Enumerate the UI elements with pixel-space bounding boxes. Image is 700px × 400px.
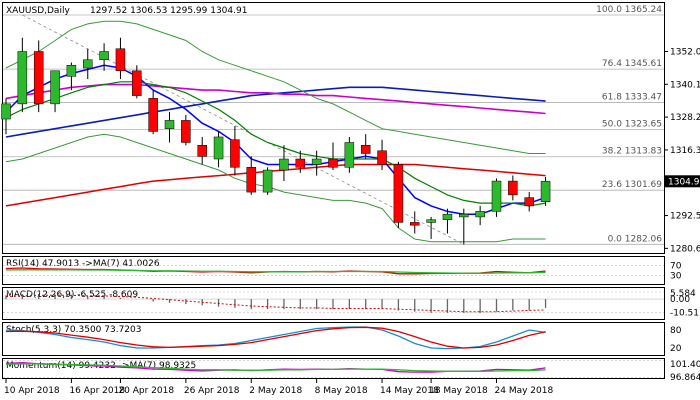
candle-body (295, 158, 306, 168)
fib-level-label: 38.2 1313.83 (602, 147, 662, 157)
x-tick-label: 14 May 2018 (380, 386, 439, 396)
indicator-title: MACD(12,26,9) -6.525 -8.609 (6, 290, 138, 300)
indicator-series-line (5, 326, 546, 349)
symbol-title: XAUUSD,Daily (6, 6, 70, 16)
candle-body (475, 211, 485, 218)
candle-body (344, 142, 355, 168)
ohlc-readout: 1297.52 1306.53 1295.99 1304.91 (90, 6, 247, 16)
candle-body (132, 70, 142, 96)
candle-body (426, 219, 436, 223)
indicator-y-tick-label: 30 (670, 272, 682, 282)
candle-body (442, 213, 453, 220)
indicator-y-tick-label: 20 (670, 344, 682, 354)
x-tick-label: 18 May 2018 (429, 386, 488, 396)
candle-body (99, 51, 109, 61)
x-tick-label: 20 Apr 2018 (118, 386, 174, 396)
x-tick-label: 24 May 2018 (495, 386, 554, 396)
price-tag: 1304.91 (668, 177, 700, 187)
x-tick-label: 16 Apr 2018 (69, 386, 125, 396)
overlay-bands-line (5, 20, 546, 154)
y-tick-label: 1280.60 (670, 244, 700, 254)
candle-body (279, 158, 289, 171)
candle-body (459, 213, 469, 218)
main-pane-frame (2, 2, 665, 254)
candle-body (50, 70, 60, 105)
indicator-y-tick-label: -10.511 (670, 308, 700, 318)
price-tag-bg (665, 175, 700, 188)
indicator-y-tick-label: 101.4087 (670, 360, 700, 370)
indicator-y-tick-label: 0.00 (670, 295, 690, 305)
candle-body (311, 158, 322, 165)
rsi-pane-frame (2, 256, 665, 285)
indicator-title: RSI(14) 47.9013 ->MA(7) 41.0026 (6, 259, 160, 269)
overlay-ema_mid-line (5, 81, 546, 207)
candle-body (33, 51, 44, 105)
fib-level-label: 0.0 1282.06 (608, 234, 663, 244)
indicator-y-tick-label: 5.584 (670, 289, 696, 299)
candle-body (540, 181, 551, 203)
candle-body (508, 180, 518, 196)
candle-body (164, 120, 175, 129)
indicator-series-line (5, 363, 546, 372)
candle-body (246, 167, 256, 193)
indicator-y-tick-label: 80 (670, 326, 682, 336)
candle-body (524, 197, 534, 207)
x-tick-label: 10 Apr 2018 (4, 386, 60, 396)
fib-level-label: 50.0 1323.65 (602, 120, 662, 130)
x-tick-label: 26 Apr 2018 (184, 386, 240, 396)
candle-body (1, 103, 11, 120)
y-tick-label: 1292.50 (670, 212, 700, 222)
candle-body (230, 139, 240, 168)
indicator-series-line (5, 326, 546, 350)
indicator-y-tick-label: 96.8642 (670, 373, 700, 383)
x-tick-label: 2 May 2018 (249, 386, 302, 396)
y-tick-label: 1316.30 (670, 146, 700, 156)
stoch-pane-frame (2, 322, 665, 356)
momentum-pane-frame (2, 358, 665, 379)
macd-signal-line (5, 294, 546, 313)
indicator-title: Stoch(5,3,3) 70.3500 73.7203 (6, 325, 141, 335)
fib-level-label: 100.0 1365.24 (596, 5, 662, 15)
candle-body (115, 48, 126, 72)
candle-body (328, 158, 338, 168)
fib-level-label: 76.4 1345.61 (602, 59, 662, 69)
fib-trend-line (22, 14, 464, 245)
candle-body (377, 150, 387, 165)
fib-level-label: 23.6 1301.69 (602, 180, 662, 190)
macd-pane-frame (2, 287, 665, 320)
candle-body (148, 98, 158, 132)
candle-body (491, 180, 502, 212)
candle-body (393, 164, 404, 223)
overlay-red_ma-line (5, 163, 546, 207)
x-tick-label: 8 May 2018 (315, 386, 368, 396)
candle-body (410, 222, 420, 226)
candle-body (181, 120, 191, 143)
candle-body (66, 65, 77, 77)
candle-body (360, 144, 371, 154)
y-tick-label: 1352.00 (670, 47, 700, 57)
y-tick-label: 1340.10 (670, 80, 700, 90)
candle-body (262, 169, 273, 193)
overlay-bands-line (5, 133, 546, 243)
y-tick-label: 1328.20 (670, 113, 700, 123)
fib-level-label: 61.8 1333.47 (602, 93, 662, 103)
candle-body (197, 144, 207, 157)
candle-body (83, 59, 93, 69)
indicator-series-line (5, 269, 546, 274)
overlay-ema_fast-line (5, 64, 546, 215)
overlay-sma_magenta-line (5, 83, 546, 115)
candle-body (17, 51, 28, 105)
indicator-y-tick-label: 70 (670, 262, 682, 272)
candle-body (213, 136, 224, 160)
